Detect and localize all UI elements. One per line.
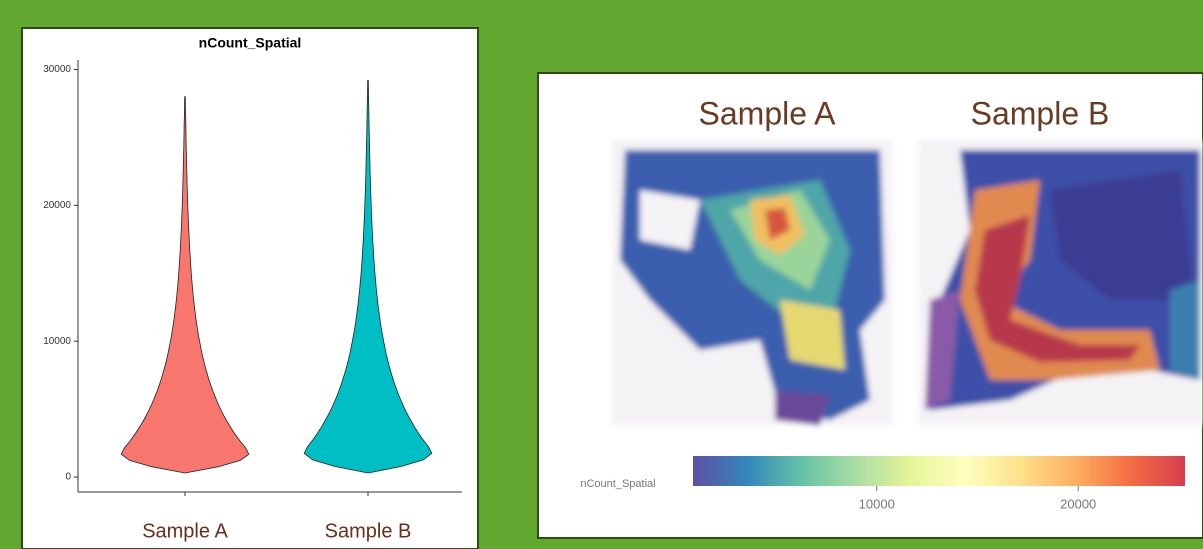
y-tick-label: 0 [65,472,71,483]
violin-panel [22,28,478,549]
x-tick-label: Sample A [142,520,228,542]
y-tick-label: 10000 [43,336,71,347]
tissue-image-b [918,140,1203,425]
colorbar-tick-label: 10000 [859,496,895,511]
chart-title: nCount_Spatial [199,35,302,51]
canvas: nCount_Spatial 0 10000 20000 30000 Sample A Sa… [0,0,1203,549]
colorbar-tick-label: 20000 [1060,496,1096,511]
colorbar-label: nCount_Spatial [580,478,655,490]
tissue-image-a [612,140,893,425]
y-tick-label: 30000 [43,64,71,75]
x-tick-label: Sample B [325,520,412,542]
page: {"chart_data": [ {"type": "violin", "tit… [0,0,1203,549]
colorbar [693,456,1185,486]
panel-title: Sample A [699,95,837,131]
y-tick-label: 20000 [43,200,71,211]
panel-title: Sample B [971,95,1110,131]
